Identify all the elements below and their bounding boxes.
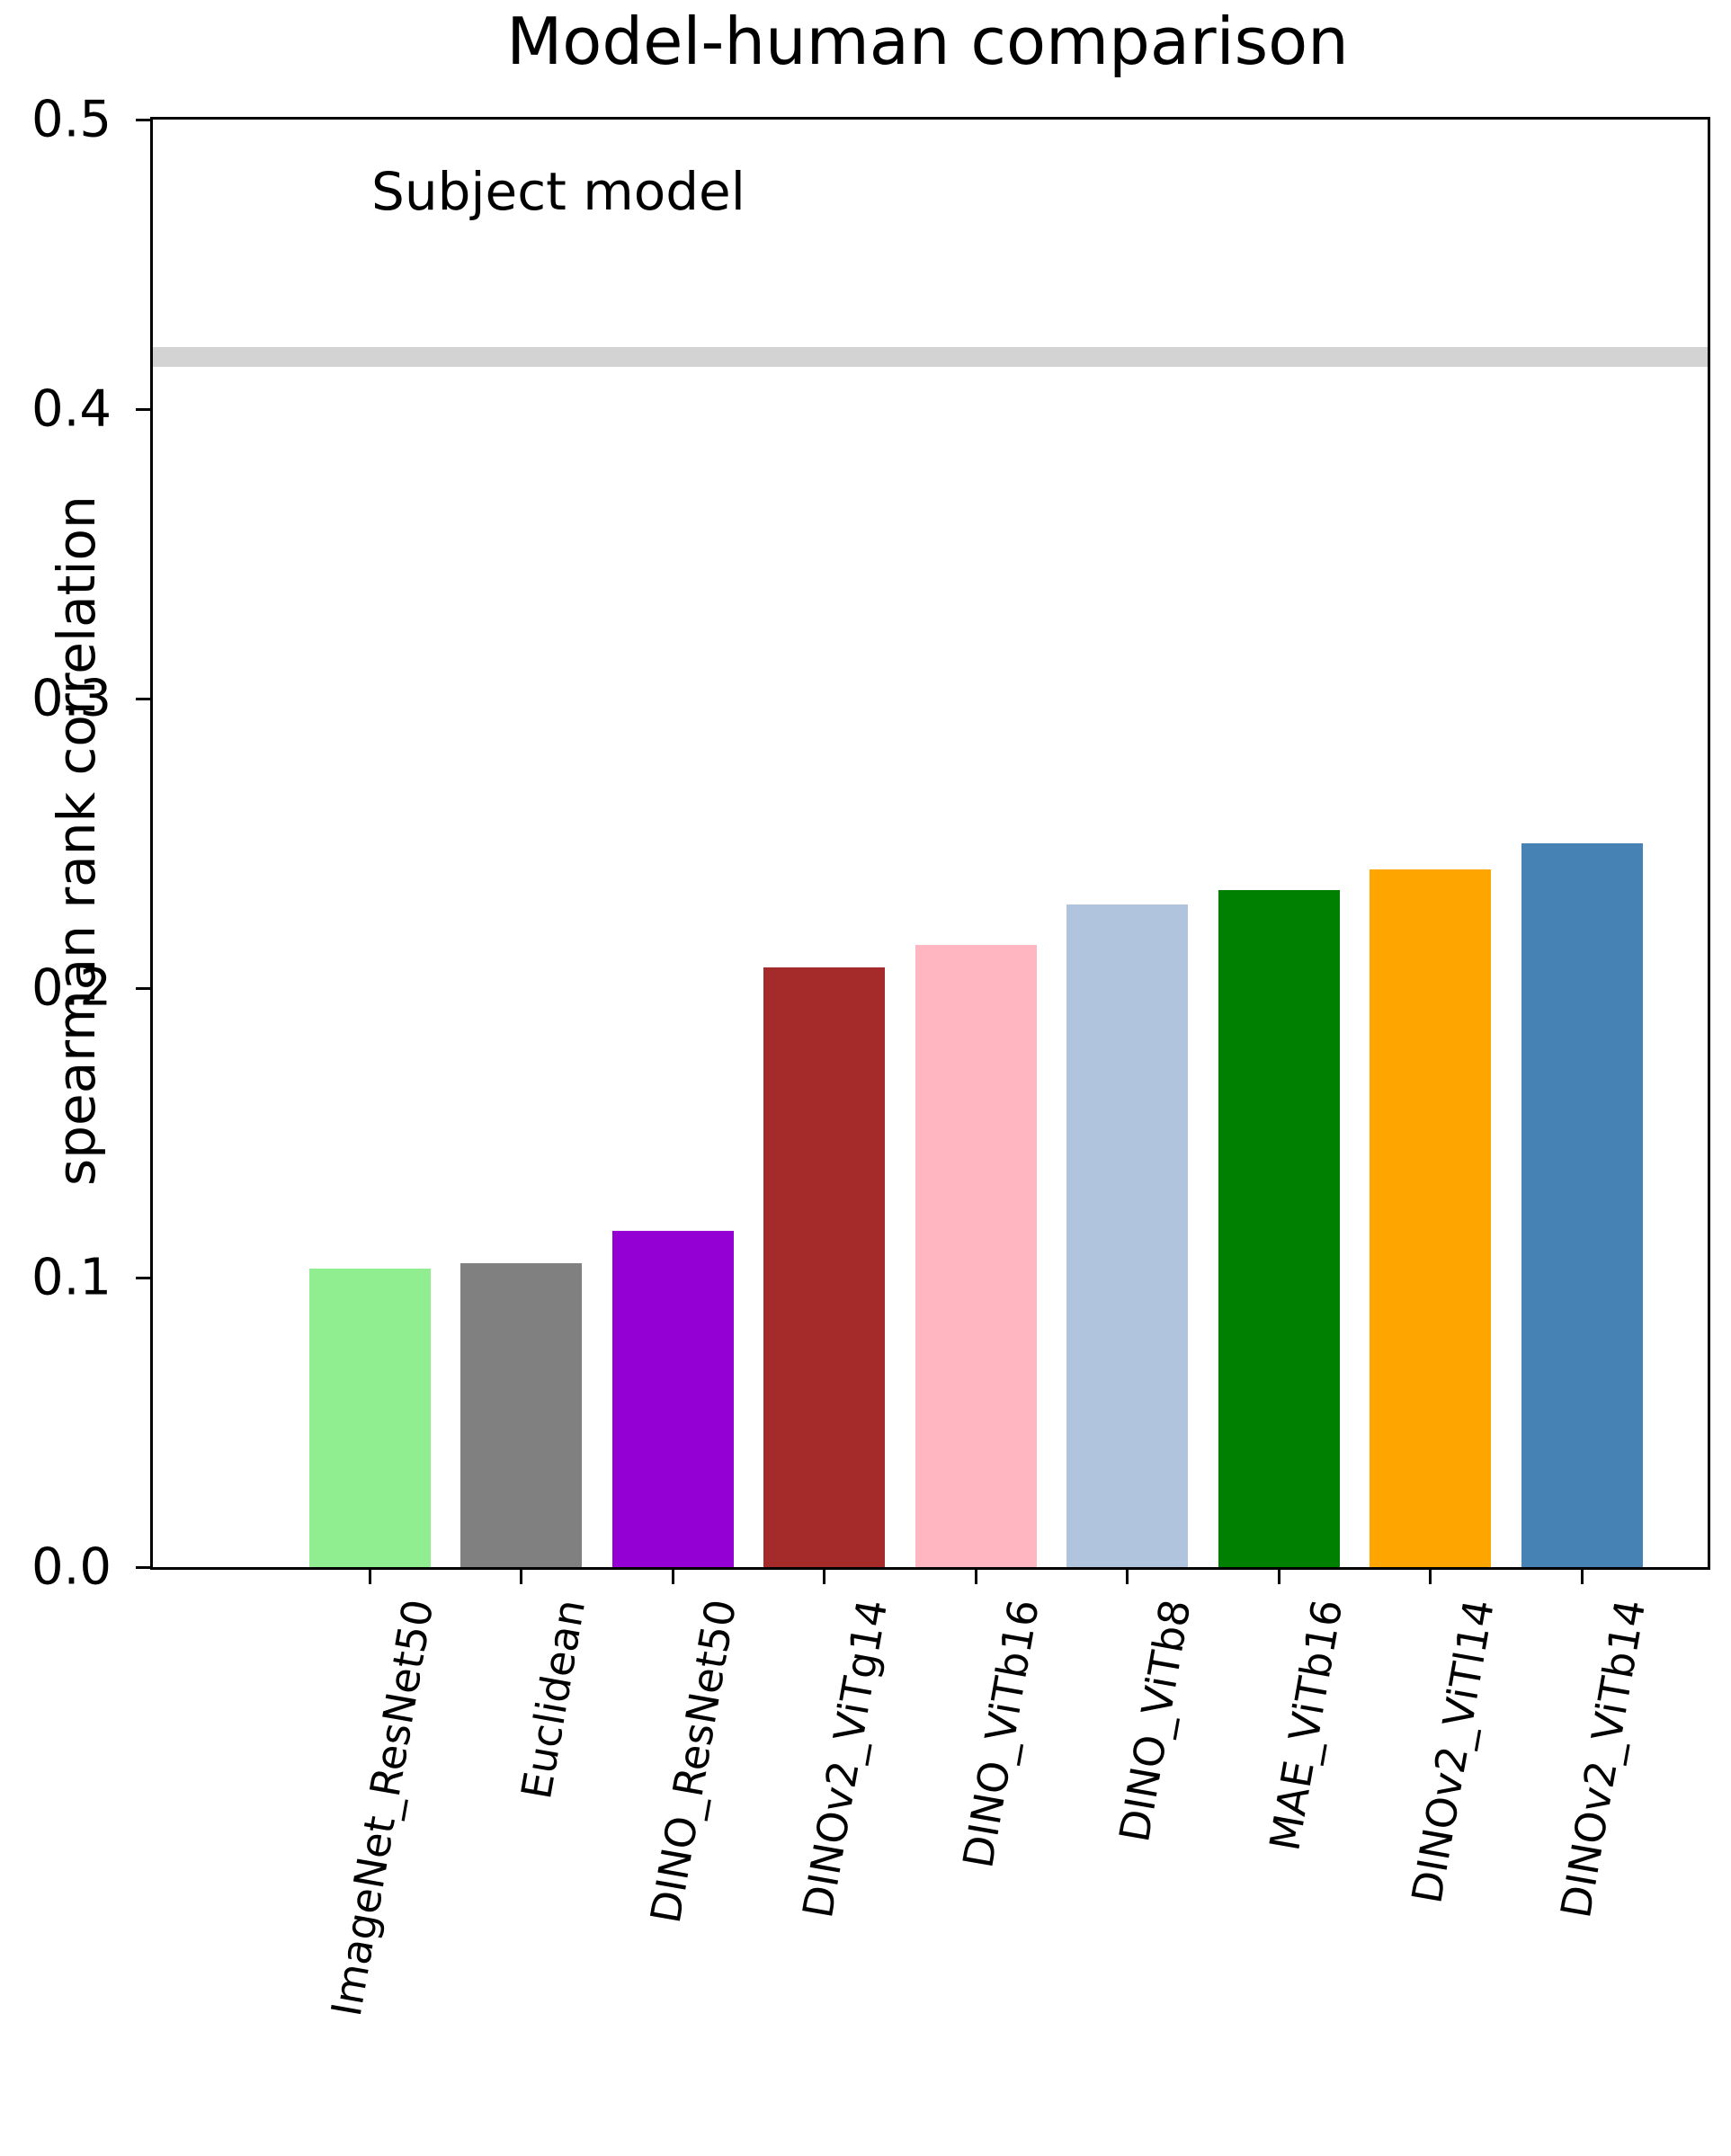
y-tick-mark-0.2 <box>136 986 150 990</box>
x-tick-mark-DINOv2_ViTg14 <box>823 1570 825 1584</box>
y-tick-label-0.0: 0.0 <box>31 1537 112 1597</box>
x-tick-mark-DINOv2_ViTl14 <box>1429 1570 1432 1584</box>
x-tick-label-DINO_ViTb16: DINO_ViTb16 <box>953 1596 1049 1872</box>
bar-ImageNet_ResNet50 <box>308 1269 431 1567</box>
y-tick-label-0.4: 0.4 <box>31 379 112 439</box>
x-tick-label-DINO_ResNet50: DINO_ResNet50 <box>640 1596 746 1927</box>
bar-DINO_ViTb8 <box>1066 904 1188 1567</box>
x-tick-label-Euclidean: Euclidean <box>511 1596 594 1803</box>
x-tick-mark-DINO_ViTb16 <box>974 1570 977 1584</box>
bar-MAE_ViTb16 <box>1218 889 1340 1567</box>
y-tick-mark-0.4 <box>136 407 150 411</box>
y-tick-mark-0.3 <box>136 697 150 700</box>
x-tick-mark-DINO_ViTb8 <box>1126 1570 1129 1584</box>
y-tick-label-0.5: 0.5 <box>31 90 112 149</box>
y-tick-mark-0.5 <box>136 118 150 121</box>
plot-area: Subject model 0.0 0.1 0.2 0.3 0.4 0.5 ImageNe… <box>31 91 1710 2020</box>
x-tick-mark-MAE_ViTb16 <box>1277 1570 1280 1584</box>
bar-DINOv2_ViTb14 <box>1521 843 1643 1567</box>
x-tick-mark-Euclidean <box>520 1570 522 1584</box>
y-axis-label: spearman rank correlation <box>46 495 107 1186</box>
subject-model-label: Subject model <box>371 161 745 223</box>
bar-DINOv2_ViTg14 <box>763 967 885 1567</box>
x-tick-mark-DINO_ResNet50 <box>671 1570 674 1584</box>
bar-DINO_ResNet50 <box>611 1231 734 1567</box>
x-tick-mark-DINOv2_ViTb14 <box>1580 1570 1584 1584</box>
x-tick-label-DINOv2_ViTb14: DINOv2_ViTb14 <box>1550 1596 1655 1922</box>
x-tick-label-MAE_ViTb16: MAE_ViTb16 <box>1259 1596 1352 1855</box>
x-tick-label-ImageNet_ResNet50: ImageNet_ResNet50 <box>321 1596 443 2020</box>
x-tick-label-DINOv2_ViTg14: DINOv2_ViTg14 <box>793 1596 897 1922</box>
subject-model-reference-line <box>153 347 1708 368</box>
y-tick-mark-0.1 <box>136 1276 150 1279</box>
y-tick-label-0.2: 0.2 <box>31 958 112 1018</box>
y-tick-label-0.3: 0.3 <box>31 669 112 728</box>
bar-DINOv2_ViTl14 <box>1370 869 1491 1567</box>
x-tick-mark-ImageNet_ResNet50 <box>368 1570 371 1584</box>
y-tick-mark-0.0 <box>136 1565 150 1569</box>
chart-title: Model-human comparison <box>506 4 1349 79</box>
bar-Euclidean <box>460 1262 582 1567</box>
x-tick-label-DINOv2_ViTl14: DINOv2_ViTl14 <box>1402 1596 1503 1907</box>
x-tick-label-DINO_ViTb8: DINO_ViTb8 <box>1110 1596 1200 1846</box>
y-tick-label-0.1: 0.1 <box>31 1248 112 1307</box>
bar-DINO_ViTb16 <box>915 944 1037 1567</box>
